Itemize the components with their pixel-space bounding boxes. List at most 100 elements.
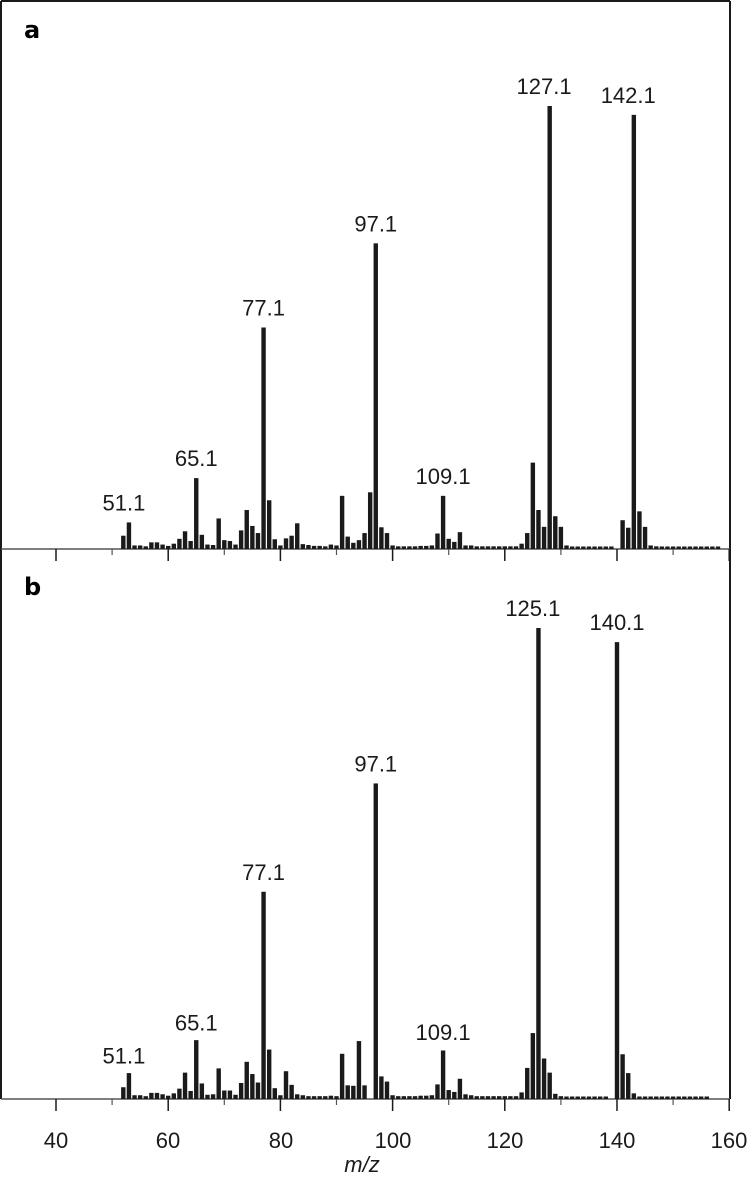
spectrum-peak — [710, 546, 715, 549]
spectrum-peak — [311, 1096, 317, 1099]
spectrum-peak — [233, 1094, 238, 1099]
spectrum-peak — [715, 546, 721, 549]
spectrum-peak — [160, 544, 165, 549]
panel-a-x-ticks — [55, 549, 730, 561]
spectrum-peak — [250, 1074, 255, 1099]
x-tick-label: 140 — [599, 1128, 636, 1153]
peak-label: 51.1 — [103, 1043, 146, 1068]
spectrum-peak — [367, 492, 373, 549]
spectrum-peak — [356, 1041, 362, 1099]
spectrum-peak — [295, 523, 300, 549]
spectrum-peak — [222, 540, 227, 549]
spectrum-peak — [575, 546, 580, 549]
spectrum-peak — [592, 1096, 597, 1099]
spectrum-peak — [334, 1096, 339, 1099]
spectrum-peak — [496, 1096, 502, 1099]
spectrum-peak — [586, 546, 592, 549]
spectrum-peak — [317, 1096, 322, 1099]
peak-label: 77.1 — [242, 860, 285, 885]
peak-label: 140.1 — [589, 610, 644, 635]
spectrum-peak — [233, 544, 238, 549]
spectrum-peak — [328, 1095, 334, 1099]
panel-b-label: b — [24, 573, 41, 601]
peak-label: 97.1 — [354, 751, 397, 776]
spectrum-peak — [390, 545, 395, 549]
peak-label: 127.1 — [517, 74, 572, 99]
spectrum-peak — [457, 532, 463, 549]
peak-label: 65.1 — [175, 446, 218, 471]
peak-label: 125.1 — [505, 596, 560, 621]
spectrum-peak — [194, 478, 199, 549]
spectrum-peak — [238, 1082, 244, 1099]
spectrum-peak — [328, 544, 334, 549]
spectrum-peak — [339, 495, 345, 549]
spectrum-peak — [446, 1090, 451, 1099]
spectrum-peak — [491, 546, 496, 549]
peak-label: 65.1 — [175, 1010, 218, 1035]
spectrum-peak — [452, 541, 457, 549]
spectrum-peak — [182, 1072, 188, 1099]
spectrum-peak — [536, 628, 541, 1099]
spectrum-peak — [480, 1096, 485, 1099]
spectrum-peak — [154, 1092, 160, 1099]
spectrum-peak — [648, 545, 653, 549]
spectrum-peak — [362, 533, 367, 549]
spectrum-peak — [278, 545, 283, 549]
spectrum-peak — [525, 533, 530, 549]
spectrum-peak — [530, 462, 536, 549]
spectrum-peak — [463, 1094, 468, 1099]
spectrum-peak — [132, 545, 137, 549]
spectrum-peak — [289, 535, 294, 549]
panel-b-x-ticks — [55, 1099, 730, 1111]
spectrum-peak — [334, 545, 339, 549]
spectrum-peak — [519, 1092, 524, 1099]
spectrum-peak — [508, 1096, 513, 1099]
spectrum-peak — [519, 543, 524, 549]
spectrum-peak — [569, 546, 575, 549]
spectrum-peak — [166, 545, 171, 549]
x-tick-label: 120 — [487, 1128, 524, 1153]
spectrum-peak — [412, 546, 418, 549]
spectrum-peak — [603, 546, 608, 549]
spectrum-peak — [390, 1095, 395, 1099]
spectrum-peak — [289, 1084, 294, 1099]
spectrum-peak — [205, 1094, 210, 1099]
spectrum-peak — [278, 1095, 283, 1099]
panel-a-peak-labels: 51.1 65.1 77.1 97.1 109.1 127.1 142.1 — [103, 74, 656, 515]
spectrum-peak — [525, 1067, 530, 1099]
spectrum-peak — [272, 539, 277, 549]
spectrum-peak — [620, 1054, 625, 1099]
spectrum-peak — [670, 546, 676, 549]
spectrum-peak — [659, 546, 665, 549]
panel-b-peak-labels: 51.1 65.1 77.1 97.1 109.1 125.1 140.1 — [103, 596, 645, 1068]
spectrum-peak — [143, 1096, 148, 1099]
spectrum-peak — [283, 538, 289, 549]
spectrum-peak — [345, 536, 350, 549]
spectrum-peak — [558, 526, 564, 549]
spectrum-peak — [323, 546, 328, 549]
spectrum-peak — [171, 543, 177, 549]
spectrum-peak — [468, 545, 474, 549]
spectrum-peak — [166, 1095, 171, 1099]
spectrum-peak — [496, 546, 502, 549]
spectrum-peak — [188, 541, 193, 549]
x-tick-label: 160 — [711, 1128, 748, 1153]
panel-a: a 51.1 65.1 77.1 97.1 109.1 127.1 142.1 — [1, 16, 730, 561]
spectrum-peak — [609, 546, 614, 549]
spectrum-peak — [323, 1096, 328, 1099]
spectrum-peak — [631, 114, 637, 550]
spectrum-peak — [676, 1096, 681, 1099]
panel-a-label: a — [24, 16, 40, 44]
spectrum-peak — [440, 495, 446, 549]
spectrum-peak — [429, 1095, 435, 1099]
spectrum-peak — [266, 1049, 272, 1099]
spectrum-peak — [396, 546, 401, 549]
spectrum-peak — [261, 891, 266, 1099]
spectrum-peak — [547, 1072, 552, 1099]
spectrum-peak — [373, 243, 378, 549]
spectrum-peak — [238, 530, 244, 549]
spectrum-peak — [502, 546, 507, 549]
spectrum-peak — [126, 522, 132, 549]
spectrum-peak — [480, 546, 485, 549]
spectrum-peak — [597, 546, 603, 549]
